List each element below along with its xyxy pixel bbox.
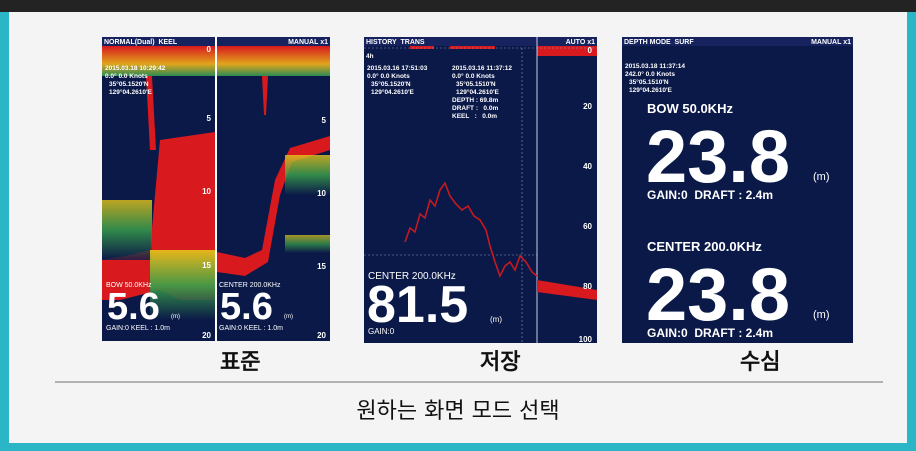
info-line: 2015.03.16 11:37:12 xyxy=(452,65,512,72)
depth-scale: 80 xyxy=(583,282,592,291)
info-line: 35°05.1510'N xyxy=(629,78,669,86)
depth-value: 81.5 xyxy=(367,276,468,334)
depth-scale: 5 xyxy=(322,116,327,125)
unit: (m) xyxy=(813,309,830,321)
info-line: DRAFT : 0.0m xyxy=(452,105,498,112)
frequency: CENTER 200.0KHz xyxy=(647,239,762,254)
screen-history xyxy=(364,37,597,343)
status: GAIN:0 xyxy=(368,327,395,336)
depth-scale: 60 xyxy=(583,222,592,231)
depth-scale: 0 xyxy=(207,45,212,54)
mode-label: 저장 xyxy=(480,350,520,375)
frequency: BOW 50.0KHz xyxy=(647,101,733,116)
status: GAIN:0 KEEL : 1.0m xyxy=(106,325,170,332)
unit: (m) xyxy=(284,314,293,320)
depth-scale: 10 xyxy=(202,187,211,196)
info-line: 2015.03.16 17:51:03 xyxy=(367,65,428,72)
info-line: 2015.03.18 10:29:42 xyxy=(105,65,166,72)
frequency: CENTER 200.0KHz xyxy=(219,282,281,289)
info-line: 0.0° 0.0 Knots xyxy=(367,72,410,80)
depth-value: 5.6 xyxy=(220,286,273,328)
depth-scale: 20 xyxy=(317,331,326,340)
status: GAIN:0 DRAFT : 2.4m xyxy=(647,188,773,202)
info-line: 35°05.1510'N xyxy=(456,80,496,88)
depth-scale: 20 xyxy=(583,102,592,111)
unit: (m) xyxy=(813,171,830,183)
info-line: 35°05.1520'N xyxy=(109,80,149,88)
depth-value: 23.8 xyxy=(646,115,790,198)
depth-value: 23.8 xyxy=(646,253,790,336)
screen-depth xyxy=(622,37,853,343)
status: GAIN:0 DRAFT : 2.4m xyxy=(647,326,773,340)
info-line: 0.0° 0.0 Knots xyxy=(452,72,495,80)
screen-standard xyxy=(102,37,330,341)
info-line: 129°04.2610'E xyxy=(109,88,152,96)
header: DEPTH MODE SURF xyxy=(624,39,694,46)
depth-scale: 15 xyxy=(317,262,326,271)
depth-scale: 0 xyxy=(588,46,593,55)
mode-label: 표준 xyxy=(220,350,260,375)
depth-scale: 15 xyxy=(202,261,211,270)
depth-scale: 20 xyxy=(202,331,211,340)
caption: 원하는 화면 모드 선택 xyxy=(356,399,559,424)
info-line: 129°04.2610'E xyxy=(371,88,414,96)
time-range: 4h xyxy=(366,53,374,60)
info-line: 129°04.2610'E xyxy=(456,88,499,96)
top-bar xyxy=(0,0,916,12)
depth-scale: 10 xyxy=(317,189,326,198)
info-line: 242.0° 0.0 Knots xyxy=(625,70,675,78)
info-line: KEEL : 0.0m xyxy=(452,113,497,120)
unit: (m) xyxy=(490,315,502,324)
info-line: 0.0° 0.0 Knots xyxy=(105,72,148,80)
mode: MANUAL x1 xyxy=(811,39,851,46)
depth-scale: 40 xyxy=(583,162,592,171)
depth-scale: 100 xyxy=(579,335,593,344)
unit: (m) xyxy=(171,314,180,320)
depth-scale: 5 xyxy=(207,114,212,123)
mode: AUTO x1 xyxy=(566,39,596,46)
info-line: 35°05.1520'N xyxy=(371,80,411,88)
frequency: BOW 50.0KHz xyxy=(106,282,152,289)
mode: MANUAL x1 xyxy=(288,39,328,46)
frequency: CENTER 200.0KHz xyxy=(368,271,456,282)
status: GAIN:0 KEEL : 1.0m xyxy=(219,325,283,332)
info-line: DEPTH : 69.8m xyxy=(452,97,498,104)
mode-label: 수심 xyxy=(740,350,780,375)
header: NORMAL(Dual) KEEL xyxy=(104,39,178,46)
depth-value: 5.6 xyxy=(107,286,160,328)
header: HISTORY TRANS xyxy=(366,39,425,46)
info-line: 2015.03.18 11:37:14 xyxy=(625,63,685,70)
info-line: 129°04.2610'E xyxy=(629,86,672,94)
